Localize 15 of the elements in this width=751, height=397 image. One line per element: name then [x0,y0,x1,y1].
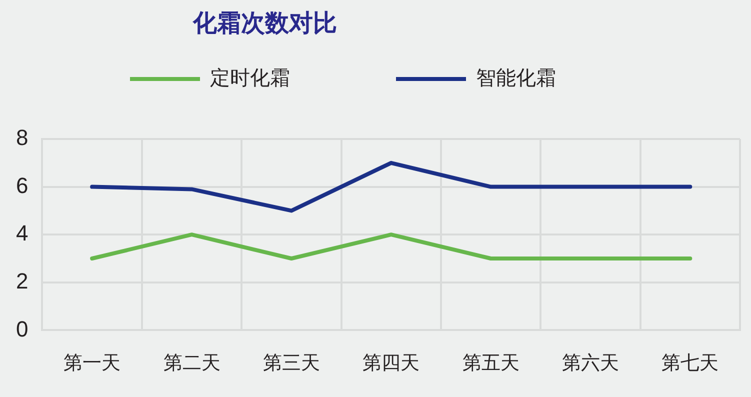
x-tick-label: 第三天 [262,352,320,374]
x-tick-label: 第五天 [462,352,520,374]
legend-label: 定时化霜 [210,68,290,90]
y-tick-label: 6 [16,172,28,198]
y-tick-label: 8 [16,125,28,150]
legend-label: 智能化霜 [476,68,556,90]
x-tick-label: 第四天 [362,352,420,374]
x-tick-label: 第一天 [64,352,121,374]
x-tick-label: 第二天 [163,352,220,374]
y-tick-label: 2 [16,268,28,294]
chart-title: 化霜次数对比 [193,10,337,37]
y-tick-label: 0 [16,316,28,342]
x-tick-label: 第六天 [562,352,619,374]
y-tick-label: 4 [16,220,28,246]
x-tick-label: 第七天 [662,352,719,374]
